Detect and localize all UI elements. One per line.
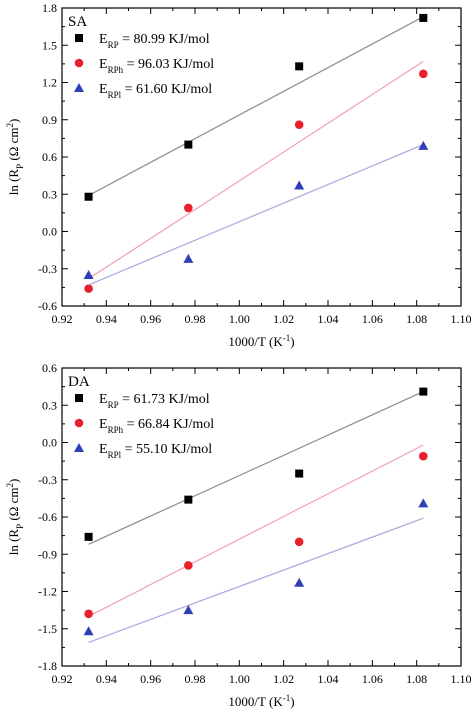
x-tick-label: 1.10 (451, 312, 472, 326)
data-point (294, 577, 305, 587)
x-tick-label: 1.00 (229, 312, 250, 326)
x-tick-label: 1.06 (362, 312, 383, 326)
x-tick-label: 0.94 (96, 312, 117, 326)
data-point (184, 495, 193, 504)
legend-entry: ERPh = 96.03 KJ/mol (99, 57, 214, 75)
data-point (418, 140, 429, 150)
x-axis-label: 1000/T (K-1) (228, 333, 294, 349)
y-tick-label: 0.9 (42, 113, 57, 127)
data-point (419, 13, 428, 22)
legend-entry: ERPl = 61.60 KJ/mol (99, 82, 212, 100)
fit-line (88, 60, 424, 280)
y-tick-label: -1.2 (38, 585, 57, 599)
y-tick-label: 1.5 (42, 38, 57, 52)
x-tick-label: 1.02 (273, 672, 294, 686)
legend: ERP = 61.73 KJ/mol ERPh = 66.84 KJ/mol ERP… (74, 392, 214, 460)
fit-line (88, 144, 424, 286)
series-square (84, 387, 428, 545)
legend-marker (75, 34, 83, 42)
data-point (84, 532, 93, 541)
data-point (184, 203, 193, 213)
y-tick-label: 0.6 (42, 150, 57, 164)
x-tick-label: 1.08 (406, 672, 427, 686)
x-tick-label: 1.00 (229, 672, 250, 686)
series-square (84, 13, 428, 201)
y-tick-label: -0.9 (38, 547, 57, 561)
data-point (295, 62, 304, 71)
fit-line (88, 444, 424, 617)
data-point (418, 498, 429, 508)
x-tick-label: 0.96 (140, 312, 161, 326)
data-point (84, 609, 93, 619)
y-tick-label: 1.2 (42, 76, 57, 90)
x-tick-label: 0.96 (140, 672, 161, 686)
legend-entry: ERP = 80.99 KJ/mol (99, 32, 210, 50)
y-tick-label: -1.5 (38, 622, 57, 636)
legend-marker (74, 83, 84, 92)
x-tick-label: 1.08 (406, 312, 427, 326)
y-tick-label: 0.6 (42, 361, 57, 375)
x-tick-label: 1.06 (362, 672, 383, 686)
data-point (419, 69, 428, 79)
plot-frame (61, 367, 462, 667)
data-point (294, 120, 304, 130)
y-tick-label: 0.3 (42, 187, 57, 201)
data-point (294, 180, 305, 190)
x-tick-label: 1.04 (318, 312, 339, 326)
legend-entry: ERPl = 55.10 KJ/mol (99, 442, 212, 460)
x-tick-label: 0.98 (185, 312, 206, 326)
panel-sa: 0.92 0.94 0.96 0.98 1.00 1.02 1.04 1.06 1.08 1.10… (5, 1, 472, 349)
x-axis-label: 1000/T (K-1) (228, 693, 294, 709)
y-tick-label: 0.0 (42, 436, 57, 450)
y-tick-label: -0.6 (38, 510, 57, 524)
plot-frame (61, 7, 462, 307)
series-circle (84, 60, 428, 293)
data-point (84, 284, 93, 293)
series-triangle (83, 140, 429, 286)
x-tick-label: 0.98 (185, 672, 206, 686)
legend-marker (74, 58, 84, 68)
y-tick-label: -0.3 (38, 262, 57, 276)
fit-line (88, 517, 424, 643)
y-tick-label: 0.3 (42, 398, 57, 412)
legend: ERP = 80.99 KJ/mol ERPh = 96.03 KJ/mol ERP… (74, 32, 214, 100)
panel-label: SA (68, 14, 87, 30)
data-point (83, 626, 94, 636)
fit-line (88, 391, 424, 545)
legend-marker (75, 394, 83, 402)
data-point (183, 605, 194, 615)
y-tick-label: -0.3 (38, 473, 57, 487)
data-point (184, 140, 193, 149)
fit-line (88, 16, 424, 197)
x-tick-label: 1.04 (318, 672, 339, 686)
x-tick-label: 1.02 (273, 312, 294, 326)
y-tick-label: 0.0 (42, 225, 57, 239)
legend-entry: ERP = 61.73 KJ/mol (99, 392, 210, 410)
legend-marker (74, 418, 84, 428)
legend-entry: ERPh = 66.84 KJ/mol (99, 417, 214, 435)
data-point (84, 192, 93, 201)
legend-marker (74, 443, 84, 452)
series-triangle (83, 498, 429, 643)
data-point (419, 451, 428, 461)
data-point (184, 561, 193, 570)
x-tick-label: 0.92 (52, 672, 73, 686)
y-tick-label: -0.6 (38, 299, 57, 313)
data-point (294, 537, 304, 547)
data-point (419, 387, 428, 396)
data-point (183, 253, 194, 263)
x-tick-label: 0.92 (52, 312, 73, 326)
y-axis-label: ln (RP (Ω cm2) (5, 119, 25, 196)
panel-label: DA (68, 374, 90, 390)
y-axis-label: ln (RP (Ω cm2) (5, 479, 25, 556)
series-circle (84, 444, 428, 619)
data-point (295, 469, 304, 478)
x-tick-label: 0.94 (96, 672, 117, 686)
y-tick-label: -1.8 (38, 659, 57, 673)
data-point (83, 269, 94, 279)
x-tick-label: 1.10 (451, 672, 472, 686)
y-tick-label: 1.8 (42, 1, 57, 15)
panel-da: 0.92 0.94 0.96 0.98 1.00 1.02 1.04 1.06 1.08 1.10… (5, 361, 472, 709)
